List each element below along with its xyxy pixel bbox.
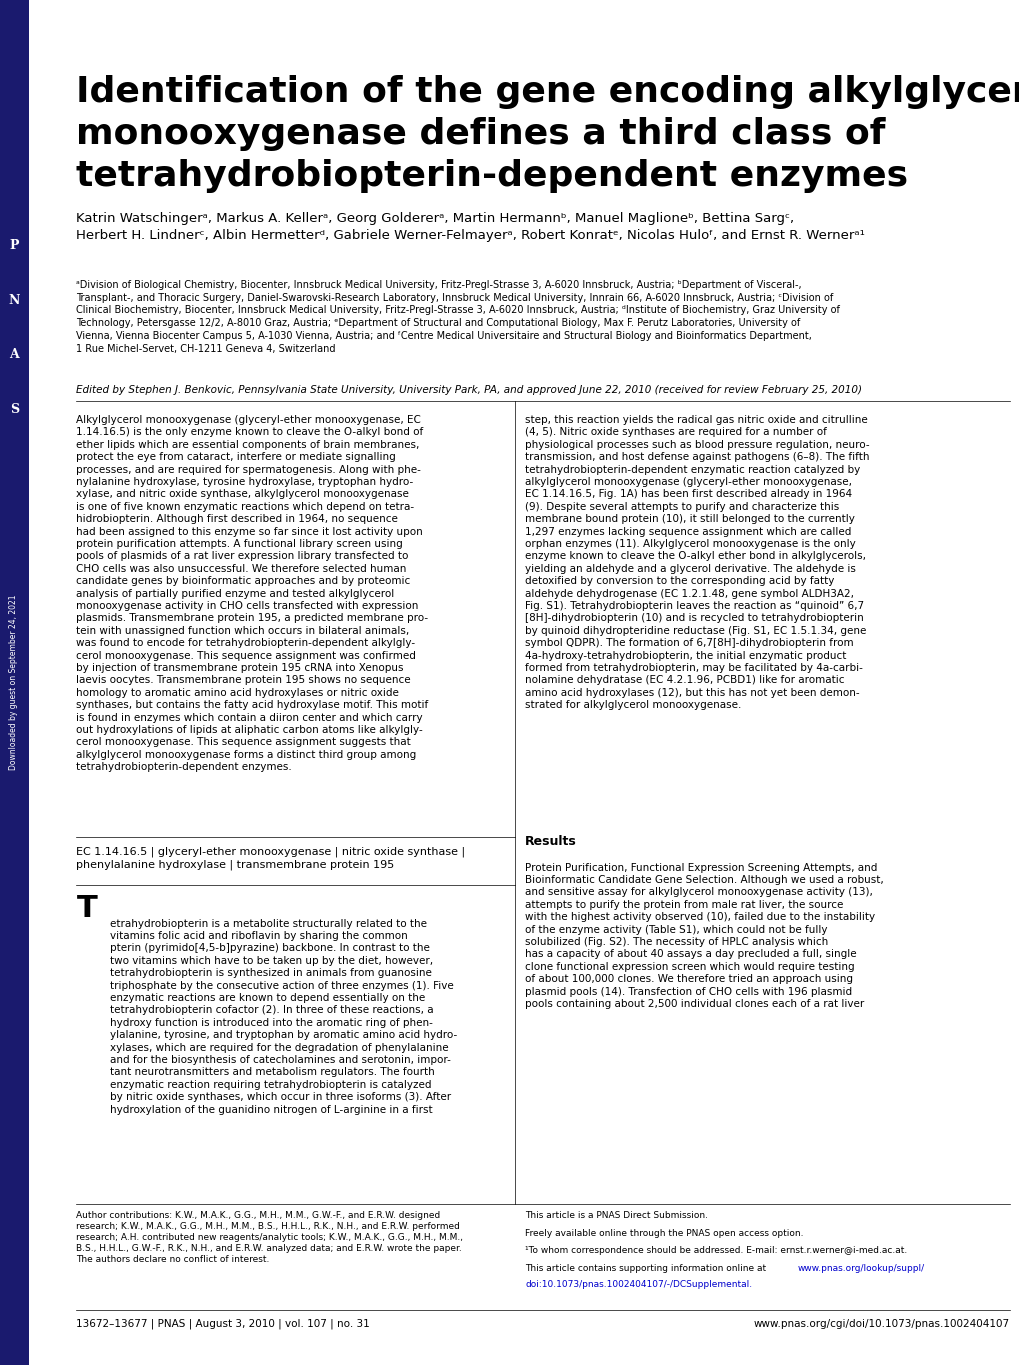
- Text: T: T: [76, 894, 97, 923]
- Text: Downloaded by guest on September 24, 2021: Downloaded by guest on September 24, 202…: [9, 595, 17, 770]
- Text: www.pnas.org/lookup/suppl/: www.pnas.org/lookup/suppl/: [797, 1264, 924, 1274]
- Text: Edited by Stephen J. Benkovic, Pennsylvania State University, University Park, P: Edited by Stephen J. Benkovic, Pennsylva…: [76, 385, 862, 394]
- Text: step, this reaction yields the radical gas nitric oxide and citrulline
(4, 5). N: step, this reaction yields the radical g…: [525, 415, 869, 710]
- Text: doi:10.1073/pnas.1002404107/-/DCSupplemental.: doi:10.1073/pnas.1002404107/-/DCSuppleme…: [525, 1280, 752, 1290]
- Text: N: N: [8, 293, 20, 307]
- Text: This article is a PNAS Direct Submission.: This article is a PNAS Direct Submission…: [525, 1211, 707, 1220]
- Text: Results: Results: [525, 835, 577, 849]
- Text: S: S: [10, 403, 18, 416]
- Text: Author contributions: K.W., M.A.K., G.G., M.H., M.M., G.W.-F., and E.R.W. design: Author contributions: K.W., M.A.K., G.G.…: [76, 1211, 463, 1264]
- Text: A: A: [9, 348, 19, 362]
- Text: 13672–13677 | PNAS | August 3, 2010 | vol. 107 | no. 31: 13672–13677 | PNAS | August 3, 2010 | vo…: [76, 1319, 370, 1330]
- Text: etrahydrobiopterin is a metabolite structurally related to the
vitamins folic ac: etrahydrobiopterin is a metabolite struc…: [110, 919, 457, 1115]
- Text: P: P: [9, 239, 19, 253]
- FancyBboxPatch shape: [0, 0, 29, 1365]
- Text: This article contains supporting information online at: This article contains supporting informa…: [525, 1264, 768, 1274]
- Text: Freely available online through the PNAS open access option.: Freely available online through the PNAS…: [525, 1228, 803, 1238]
- Text: Identification of the gene encoding alkylglycerol
monooxygenase defines a third : Identification of the gene encoding alky…: [76, 75, 1019, 194]
- Text: EC 1.14.16.5 | glyceryl-ether monooxygenase | nitric oxide synthase |
phenylalan: EC 1.14.16.5 | glyceryl-ether monooxygen…: [76, 846, 465, 870]
- Text: ᵃDivision of Biological Chemistry, Biocenter, Innsbruck Medical University, Frit: ᵃDivision of Biological Chemistry, Bioce…: [76, 280, 840, 354]
- Text: www.pnas.org/cgi/doi/10.1073/pnas.1002404107: www.pnas.org/cgi/doi/10.1073/pnas.100240…: [753, 1319, 1009, 1328]
- Text: Protein Purification, Functional Expression Screening Attempts, and
Bioinformati: Protein Purification, Functional Express…: [525, 863, 883, 1009]
- Text: Alkylglycerol monooxygenase (glyceryl-ether monooxygenase, EC
1.14.16.5) is the : Alkylglycerol monooxygenase (glyceryl-et…: [76, 415, 428, 773]
- Text: ¹To whom correspondence should be addressed. E-mail: ernst.r.werner@i-med.ac.at.: ¹To whom correspondence should be addres…: [525, 1246, 907, 1256]
- Text: Katrin Watschingerᵃ, Markus A. Kellerᵃ, Georg Goldererᵃ, Martin Hermannᵇ, Manuel: Katrin Watschingerᵃ, Markus A. Kellerᵃ, …: [76, 212, 864, 242]
